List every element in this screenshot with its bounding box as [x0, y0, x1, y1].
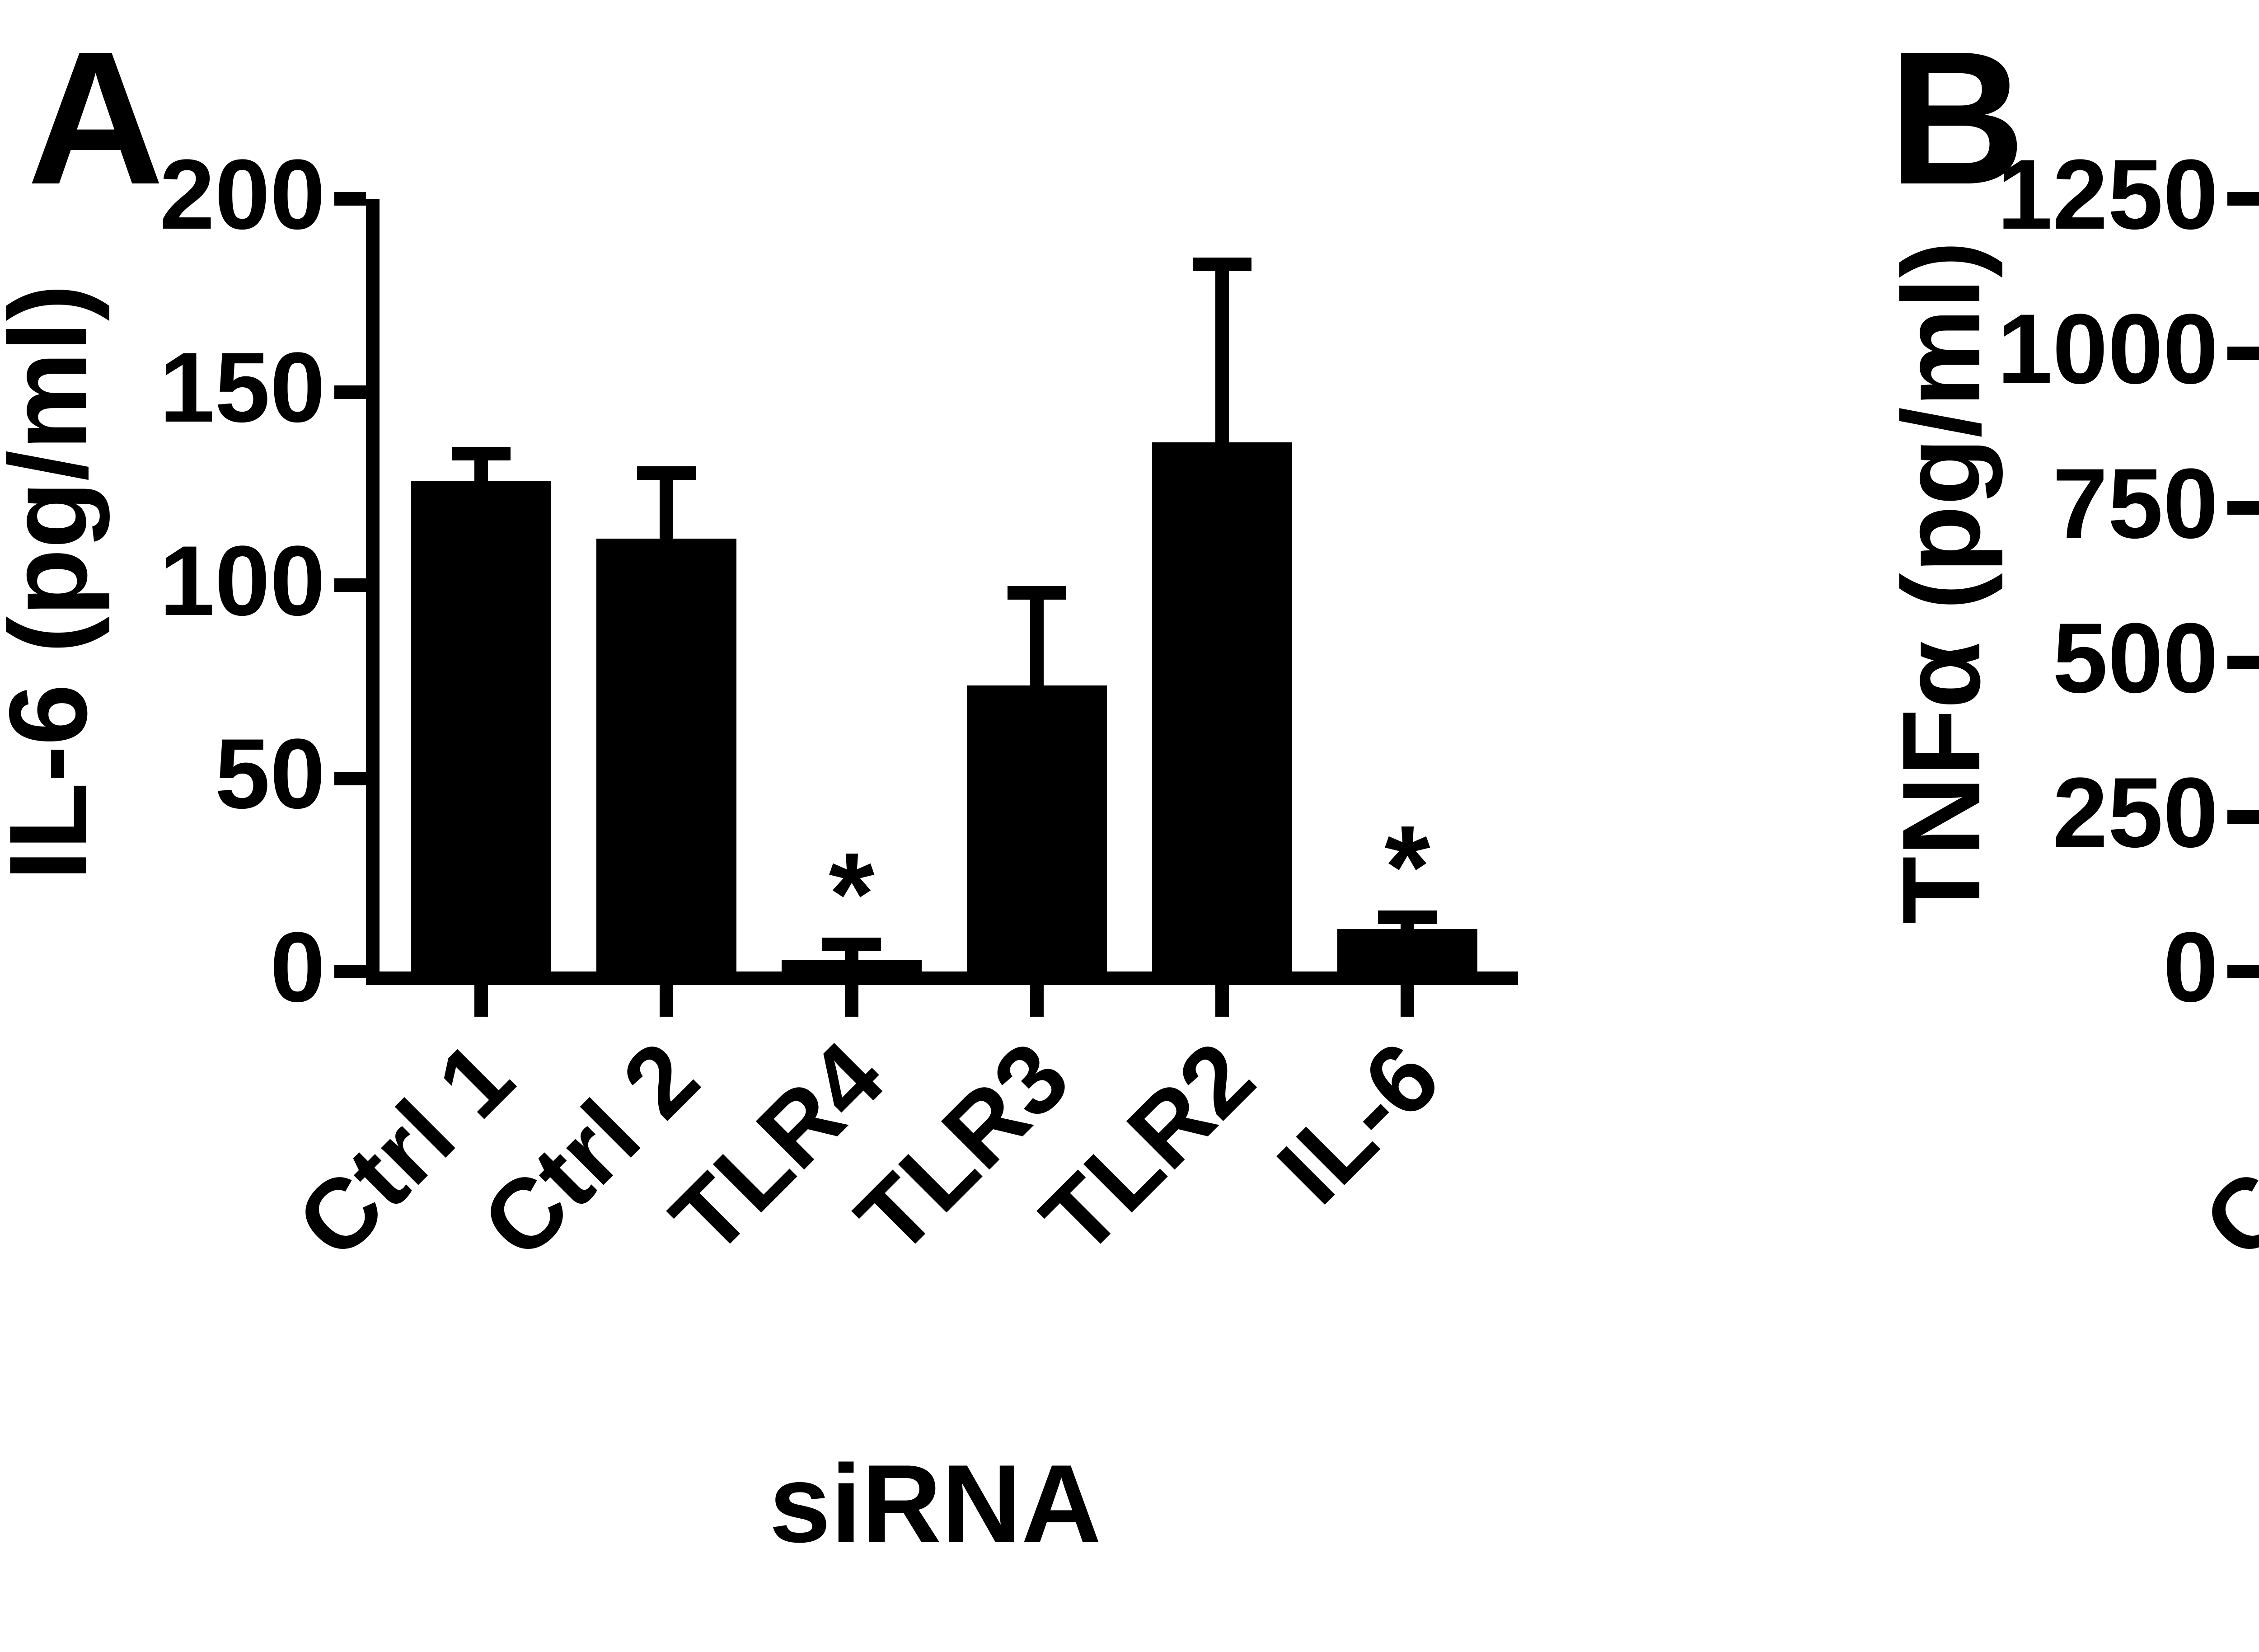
y-tick — [2227, 965, 2259, 978]
x-tick — [474, 985, 488, 1017]
y-tick — [2227, 192, 2259, 206]
error-bar-cap — [1193, 258, 1251, 271]
error-bar-line — [1030, 593, 1044, 685]
y-tick-label: 1000 — [1947, 292, 2218, 406]
y-tick — [2227, 656, 2259, 669]
y-tick — [2227, 810, 2259, 824]
y-tick-label: 0 — [54, 910, 325, 1024]
panel-a-x-axis-title: siRNA — [483, 1440, 1387, 1567]
x-tick — [660, 985, 673, 1017]
y-tick-label: 250 — [1947, 756, 2218, 870]
error-bar-cap — [452, 447, 511, 460]
x-tick — [1401, 985, 1414, 1017]
x-tick — [1030, 985, 1044, 1017]
y-tick — [334, 772, 366, 785]
y-tick — [334, 385, 366, 399]
panel-b-y-axis-title: TNFα (pg/ml) — [1877, 131, 2005, 1034]
significance-mark: * — [1337, 800, 1477, 935]
bar — [1152, 442, 1292, 971]
y-tick-label: 200 — [54, 137, 325, 252]
x-tick-label: Ctrl 1 — [2073, 1020, 2259, 1388]
y-tick-label: 150 — [54, 330, 325, 445]
bar — [1337, 929, 1477, 971]
error-bar-line — [660, 473, 673, 539]
y-tick-label: 1250 — [1947, 137, 2218, 252]
x-tick — [845, 985, 858, 1017]
y-tick — [2227, 347, 2259, 360]
y-tick — [2227, 501, 2259, 515]
figure: A IL-6 (pg/ml) siRNA B TNFα (pg/ml) siRN… — [0, 0, 2259, 1652]
bar — [596, 539, 736, 971]
bar — [967, 685, 1107, 971]
y-tick — [334, 192, 366, 206]
y-tick-label: 0 — [1947, 910, 2218, 1024]
y-tick — [334, 578, 366, 592]
y-tick — [334, 965, 366, 978]
y-tick-label: 750 — [1947, 446, 2218, 561]
bar — [411, 481, 551, 971]
x-tick — [1215, 985, 1229, 1017]
panel-b-x-axis-title: siRNA — [2236, 1440, 2259, 1567]
error-bar-cap — [1008, 586, 1066, 600]
y-tick-label: 50 — [54, 717, 325, 831]
significance-mark: * — [782, 827, 922, 962]
error-bar-line — [1215, 264, 1229, 442]
error-bar-cap — [637, 466, 696, 480]
y-tick-label: 100 — [54, 524, 325, 638]
y-tick-label: 500 — [1947, 601, 2218, 715]
